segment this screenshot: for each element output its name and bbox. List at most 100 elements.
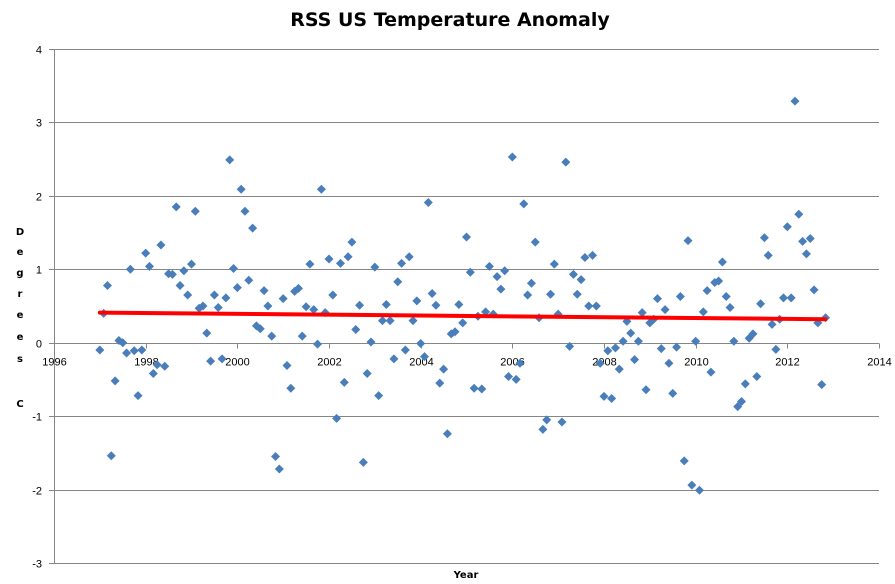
data-point [706, 367, 716, 377]
data-point [431, 300, 441, 310]
data-point [591, 301, 601, 311]
data-point [248, 223, 258, 233]
data-point [293, 283, 303, 293]
data-point [515, 358, 525, 368]
data-point [817, 380, 827, 390]
data-point [729, 336, 739, 346]
data-point [118, 338, 128, 348]
y-tick-label: 1 [36, 265, 42, 277]
y-axis-label-letter: e [17, 247, 24, 258]
data-point [255, 324, 265, 334]
data-point [225, 155, 235, 165]
data-point [507, 152, 517, 162]
data-point [125, 264, 135, 274]
data-point [588, 250, 598, 260]
data-point [209, 290, 219, 300]
data-point [763, 250, 773, 260]
data-point [408, 316, 418, 326]
data-point [714, 276, 724, 286]
chart-title: RSS US Temperature Anomaly [290, 9, 610, 31]
data-point [286, 383, 296, 393]
data-point [607, 394, 617, 404]
data-point [324, 254, 334, 264]
data-point [313, 339, 323, 349]
data-point [465, 267, 475, 277]
data-point [274, 464, 284, 474]
data-point [633, 336, 643, 346]
data-point [156, 240, 166, 250]
data-point [259, 286, 269, 296]
data-point [568, 269, 578, 279]
data-point [698, 307, 708, 317]
data-point [171, 202, 181, 212]
data-point [213, 302, 223, 312]
data-point [542, 415, 552, 425]
data-point [202, 328, 212, 338]
data-point [748, 329, 758, 339]
data-point [637, 308, 647, 318]
data-point [736, 396, 746, 406]
data-point [526, 278, 536, 288]
data-point [683, 236, 693, 246]
x-tick-label: 2008 [592, 357, 616, 369]
data-point [263, 301, 273, 311]
data-point [133, 391, 143, 401]
data-point [198, 301, 208, 311]
data-point [442, 429, 452, 439]
data-point [102, 280, 112, 290]
x-tick-label: 2010 [684, 357, 708, 369]
trendline-group [97, 310, 828, 322]
data-point [672, 342, 682, 352]
data-point [511, 374, 521, 384]
data-point [278, 294, 288, 304]
data-point [595, 358, 605, 368]
x-tick-label: 2012 [775, 357, 799, 369]
data-point [122, 348, 132, 358]
y-tick-label: 3 [36, 118, 42, 130]
data-point [694, 485, 704, 495]
data-point [282, 360, 292, 370]
data-point [584, 301, 594, 311]
x-axis-ticks: 1996 1998 2000 2002 2004 2006 2008 2010 2012 2014 [42, 343, 892, 369]
y-tick-label: -2 [32, 486, 42, 498]
data-point [305, 259, 315, 269]
data-point [538, 424, 548, 434]
data-point [267, 331, 277, 341]
data-point [557, 417, 567, 427]
data-point [183, 290, 193, 300]
data-point [790, 96, 800, 106]
data-point [809, 285, 819, 295]
data-point [630, 355, 640, 365]
data-point [190, 206, 200, 216]
data-point [152, 360, 162, 370]
data-point [206, 356, 216, 366]
data-point [614, 364, 624, 374]
data-point [397, 258, 407, 268]
y-axis-label-letter: g [16, 268, 23, 279]
y-axis-label-letter: e [17, 332, 24, 343]
data-point [362, 369, 372, 379]
trendline [97, 310, 828, 322]
data-point [656, 344, 666, 354]
data-point [779, 293, 789, 303]
data-point [358, 457, 368, 467]
data-point [603, 346, 613, 356]
data-point [477, 384, 487, 394]
x-tick-label: 2004 [409, 357, 433, 369]
data-point [404, 252, 414, 262]
y-tick-label: 2 [36, 192, 42, 204]
data-point [385, 316, 395, 326]
data-point [523, 290, 533, 300]
data-point [675, 291, 685, 301]
data-point [599, 391, 609, 401]
data-point [160, 361, 170, 371]
data-point [458, 318, 468, 328]
data-point [137, 345, 147, 355]
x-axis-label: Year [453, 570, 479, 581]
data-point [549, 259, 559, 269]
data-point [484, 261, 494, 271]
data-point [309, 305, 319, 315]
data-point [717, 257, 727, 267]
data-point [782, 222, 792, 232]
